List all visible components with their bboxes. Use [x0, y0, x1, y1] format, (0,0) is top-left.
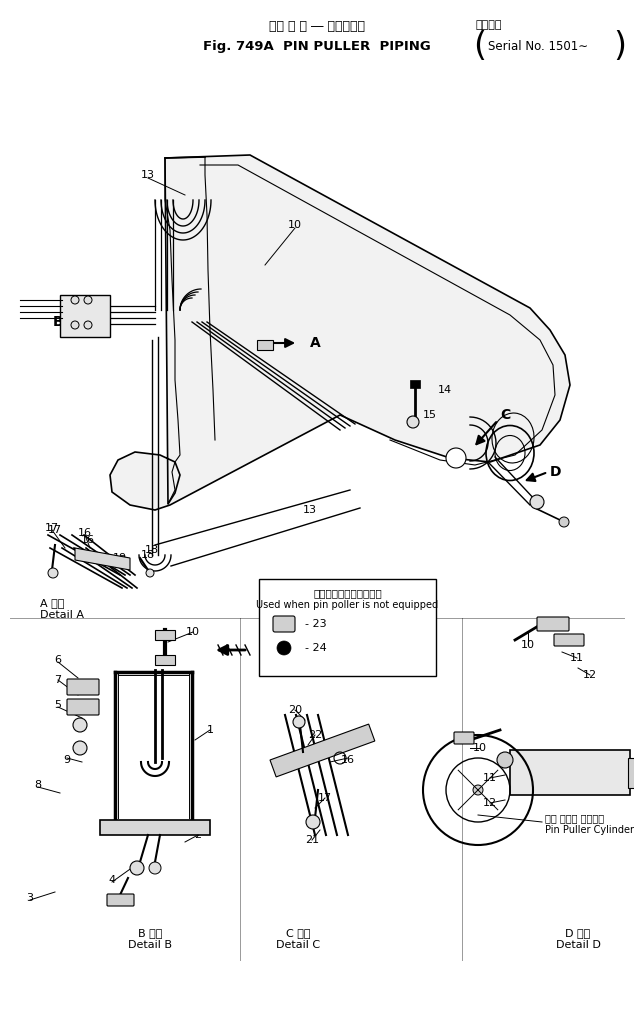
Text: Fig. 749A  PIN PULLER  PIPING: Fig. 749A PIN PULLER PIPING — [203, 40, 431, 53]
Text: Detail A: Detail A — [40, 610, 84, 620]
Text: 4: 4 — [108, 875, 115, 885]
FancyBboxPatch shape — [273, 616, 295, 632]
Bar — [510, 750, 630, 795]
Text: 19: 19 — [113, 555, 127, 565]
Text: 3: 3 — [27, 893, 34, 903]
Text: - 23: - 23 — [305, 619, 327, 629]
Circle shape — [530, 495, 544, 509]
Circle shape — [84, 321, 92, 329]
Polygon shape — [110, 155, 570, 510]
Text: 15: 15 — [423, 410, 437, 420]
Text: Detail D: Detail D — [555, 940, 600, 950]
Text: 5: 5 — [55, 700, 61, 710]
Text: B 詳細: B 詳細 — [138, 928, 162, 938]
FancyBboxPatch shape — [554, 634, 584, 646]
Circle shape — [71, 296, 79, 304]
Text: 16: 16 — [341, 755, 355, 765]
Circle shape — [473, 785, 483, 795]
FancyBboxPatch shape — [67, 699, 99, 715]
Bar — [270, 724, 375, 777]
FancyBboxPatch shape — [454, 732, 474, 744]
Text: D: D — [550, 465, 562, 479]
Text: 13: 13 — [303, 504, 317, 515]
Text: C: C — [500, 408, 510, 422]
Bar — [155, 655, 175, 665]
FancyBboxPatch shape — [107, 894, 134, 906]
Text: 9: 9 — [63, 755, 70, 765]
Circle shape — [497, 752, 513, 768]
Text: 16: 16 — [81, 535, 95, 545]
Bar — [628, 758, 634, 788]
Text: 10: 10 — [288, 220, 302, 230]
Bar — [60, 295, 110, 337]
Text: 18: 18 — [141, 550, 155, 560]
Text: 1: 1 — [207, 725, 214, 735]
FancyBboxPatch shape — [537, 616, 569, 631]
Circle shape — [130, 861, 144, 875]
Circle shape — [306, 815, 320, 829]
Text: ピン プ ラ ― パイピング: ピン プ ラ ― パイピング — [269, 20, 365, 33]
Text: 11: 11 — [570, 653, 584, 663]
Circle shape — [71, 321, 79, 329]
Bar — [257, 340, 273, 350]
Text: Detail C: Detail C — [276, 940, 320, 950]
Text: 10: 10 — [186, 627, 200, 637]
Text: 12: 12 — [483, 798, 497, 808]
Text: B: B — [53, 315, 63, 329]
FancyBboxPatch shape — [67, 679, 99, 695]
Text: (: ( — [474, 30, 486, 63]
Text: 19: 19 — [113, 553, 127, 563]
Text: - 24: - 24 — [305, 643, 327, 653]
Circle shape — [149, 862, 161, 874]
Circle shape — [73, 718, 87, 732]
Text: 18: 18 — [145, 545, 159, 555]
Text: 20: 20 — [288, 705, 302, 715]
Text: 12: 12 — [583, 670, 597, 680]
Circle shape — [73, 741, 87, 755]
Circle shape — [293, 716, 305, 728]
Text: 10: 10 — [473, 743, 487, 753]
Text: Detail B: Detail B — [128, 940, 172, 950]
Text: C 詳細: C 詳細 — [286, 928, 310, 938]
Text: 17: 17 — [318, 793, 332, 803]
Bar — [100, 820, 210, 835]
Text: ピン プーラ シリンダ: ピン プーラ シリンダ — [545, 813, 604, 823]
Text: 13: 13 — [141, 170, 155, 180]
Circle shape — [277, 641, 291, 655]
Text: 2: 2 — [195, 830, 202, 840]
Text: 11: 11 — [483, 773, 497, 783]
Text: Used when pin poller is not equipped: Used when pin poller is not equipped — [256, 600, 439, 610]
Text: A: A — [310, 336, 321, 350]
Text: 6: 6 — [55, 655, 61, 665]
Text: A 詳細: A 詳細 — [40, 598, 65, 608]
Text: Serial No. 1501∼: Serial No. 1501∼ — [488, 40, 588, 53]
Text: 14: 14 — [438, 385, 452, 395]
FancyBboxPatch shape — [259, 579, 436, 676]
Circle shape — [407, 416, 419, 428]
Bar — [155, 630, 175, 640]
Circle shape — [559, 517, 569, 527]
Text: 17: 17 — [48, 525, 62, 535]
Text: 16: 16 — [78, 528, 92, 538]
Text: 7: 7 — [55, 675, 61, 685]
Circle shape — [84, 296, 92, 304]
Text: ): ) — [614, 30, 626, 63]
Text: 適用号機: 適用号機 — [475, 20, 501, 30]
Text: 21: 21 — [305, 835, 319, 845]
Text: 8: 8 — [34, 780, 42, 790]
Circle shape — [446, 448, 466, 468]
Text: 22: 22 — [308, 730, 322, 740]
Bar — [410, 380, 420, 388]
Text: 17: 17 — [45, 523, 59, 533]
Circle shape — [48, 568, 58, 578]
Text: D 詳細: D 詳細 — [566, 928, 591, 938]
Polygon shape — [75, 548, 130, 570]
Text: 10: 10 — [521, 640, 535, 650]
Text: Pin Puller Cylinder: Pin Puller Cylinder — [545, 825, 634, 835]
Text: ピンプーラ未装備時使用: ピンプーラ未装備時使用 — [313, 588, 382, 598]
Circle shape — [146, 569, 154, 577]
